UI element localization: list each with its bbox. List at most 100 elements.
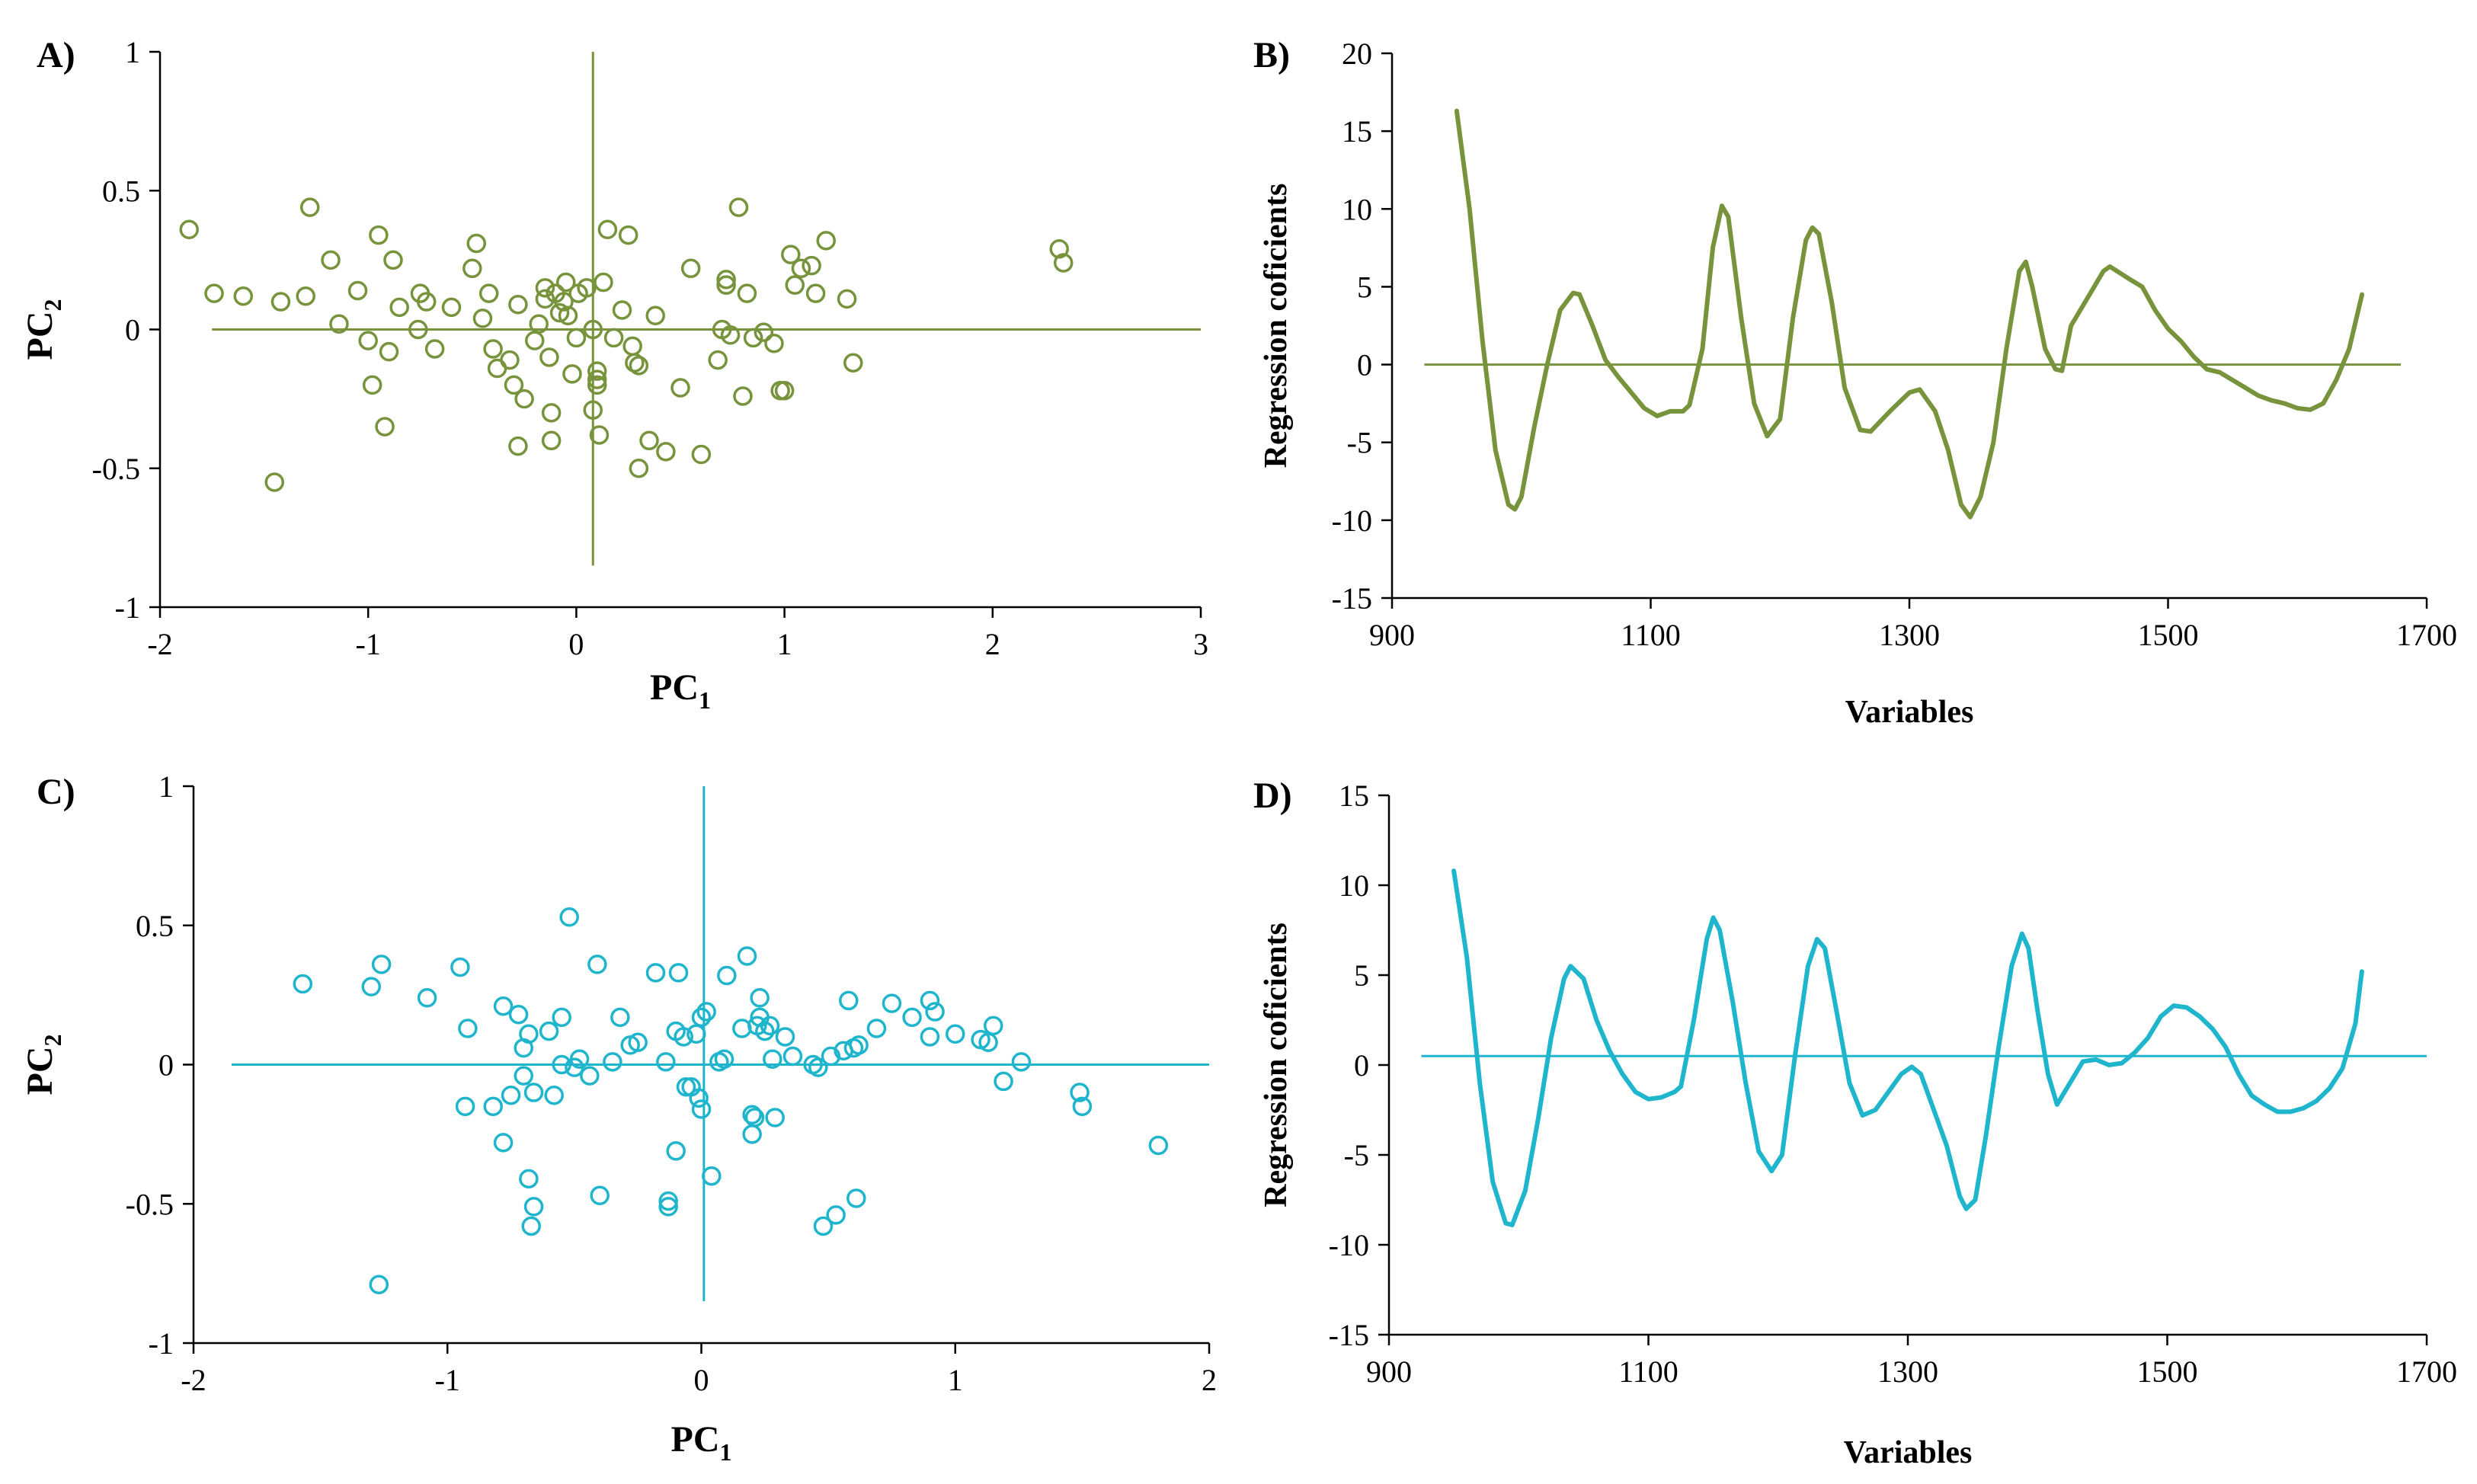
y-axis-label: PC2: [20, 299, 66, 360]
data-point: [416, 292, 437, 312]
x-axis-label-subscript: 1: [719, 1438, 731, 1466]
data-point: [375, 417, 395, 437]
data-point: [902, 1007, 922, 1028]
series-line: [1454, 108, 2365, 520]
x-tick-label: 2: [985, 627, 1000, 661]
y-tick-label: 0: [125, 313, 140, 347]
data-point: [525, 331, 545, 350]
data-point: [658, 1197, 678, 1217]
data-point: [508, 436, 528, 456]
x-tick-label: -2: [181, 1363, 206, 1397]
data-point: [691, 1099, 712, 1119]
data-point: [478, 283, 499, 303]
data-point: [583, 400, 603, 420]
x-tick-label: -1: [356, 627, 381, 661]
y-tick-label: -10: [1329, 1228, 1369, 1262]
data-point: [728, 197, 749, 217]
data-point: [523, 1197, 544, 1217]
data-point: [656, 1052, 676, 1072]
data-point: [299, 197, 320, 217]
data-point: [808, 1057, 828, 1077]
data-point: [666, 1141, 686, 1161]
data-point: [523, 1083, 544, 1102]
y-tick-label: -5: [1347, 426, 1372, 460]
x-axis-label: Variables: [1845, 695, 1974, 730]
y-tick-label: -10: [1332, 504, 1372, 538]
data-point: [361, 977, 382, 996]
y-axis-label: Regression coficients: [1259, 184, 1294, 469]
x-axis-label-main: PC: [671, 1419, 720, 1460]
data-point: [689, 1088, 709, 1108]
data-point: [293, 974, 313, 994]
data-point: [785, 275, 805, 295]
data-point: [686, 1024, 706, 1044]
x-axis-label: Variables: [1844, 1435, 1973, 1470]
data-point: [450, 957, 470, 977]
data-point: [493, 1133, 514, 1153]
x-axis-label: PC1: [650, 667, 711, 714]
x-tick-label: 1100: [1618, 1354, 1679, 1389]
data-point: [639, 430, 659, 451]
data-point: [717, 965, 737, 986]
data-point: [270, 292, 291, 312]
data-point: [645, 305, 665, 326]
data-point: [541, 403, 562, 423]
data-point: [716, 275, 736, 295]
data-point: [781, 245, 801, 264]
x-tick-label: 1: [948, 1363, 963, 1397]
y-axis-label-subscript: 2: [39, 299, 66, 312]
y-axis-label: PC2: [20, 1035, 66, 1095]
data-point: [483, 339, 503, 359]
data-point: [1011, 1052, 1032, 1072]
data-point: [732, 1019, 752, 1038]
data-point: [369, 1275, 389, 1294]
data-point: [535, 289, 555, 309]
data-point: [839, 990, 859, 1011]
data-point: [559, 907, 579, 927]
data-point: [696, 1002, 716, 1022]
data-point: [329, 314, 349, 334]
x-tick-label: 1500: [2137, 1354, 2198, 1389]
data-point: [775, 1027, 795, 1047]
x-tick-label: 1300: [1877, 1354, 1938, 1389]
data-point: [371, 955, 392, 974]
x-axis-label-subscript: 1: [699, 686, 711, 714]
data-point: [714, 1049, 734, 1069]
data-point: [1053, 253, 1074, 273]
data-point: [462, 258, 482, 279]
x-tick-label: 3: [1193, 627, 1208, 661]
data-point: [994, 1071, 1013, 1092]
data-point: [826, 1205, 846, 1225]
x-tick-label: 1100: [1621, 618, 1681, 652]
data-point: [805, 283, 826, 303]
data-point: [296, 286, 315, 306]
data-point: [612, 300, 632, 320]
y-tick-label: -15: [1329, 1318, 1369, 1352]
data-point: [750, 988, 770, 1008]
panel-label: A): [37, 35, 75, 75]
data-point: [504, 375, 524, 395]
y-tick-label: 0: [1357, 348, 1372, 382]
data-point: [866, 1019, 887, 1038]
data-point: [552, 1007, 571, 1028]
data-point: [680, 258, 701, 279]
data-point: [656, 442, 676, 462]
data-point: [1049, 239, 1069, 259]
data-point: [733, 386, 753, 406]
y-tick-label: 0: [158, 1048, 174, 1083]
data-point: [765, 1108, 785, 1127]
data-point: [597, 219, 618, 240]
y-tick-label: 15: [1342, 114, 1372, 149]
data-point: [539, 1021, 559, 1041]
x-tick-label: 0: [568, 627, 584, 661]
data-point: [618, 225, 638, 245]
data-point: [321, 250, 341, 270]
x-tick-label: 900: [1366, 1354, 1412, 1389]
data-point: [691, 444, 712, 465]
data-point: [589, 425, 610, 445]
x-tick-label: 2: [1202, 1363, 1217, 1397]
data-point: [558, 305, 578, 326]
y-axis-label-main: PC: [20, 1047, 60, 1095]
data-point: [554, 292, 574, 312]
data-point: [821, 1046, 841, 1067]
